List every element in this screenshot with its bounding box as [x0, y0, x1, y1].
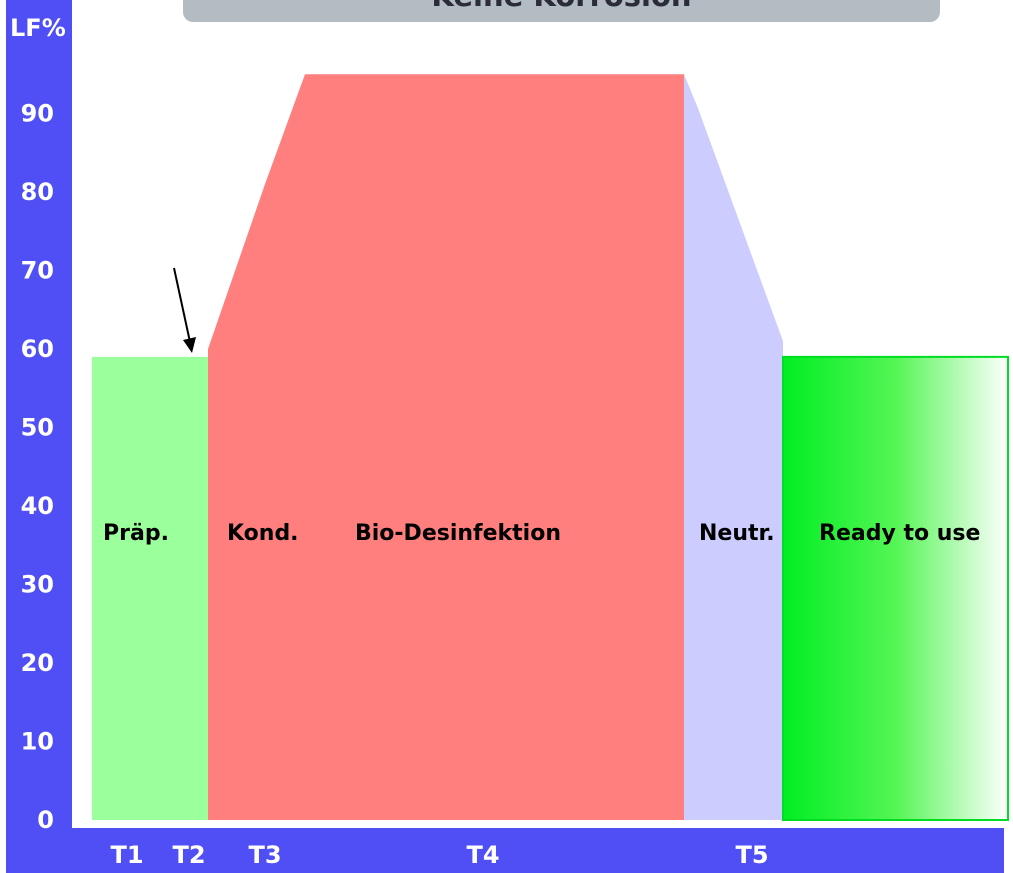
x-tick-t3: T3	[248, 841, 281, 869]
y-tick-30: 30	[21, 571, 54, 599]
phase-area-neutr	[684, 74, 783, 820]
y-axis-unit-label: LF%	[10, 14, 66, 42]
y-tick-50: 50	[21, 414, 54, 442]
x-tick-t5: T5	[735, 841, 768, 869]
phase-label-bio-desinfektion: Bio-Desinfektion	[355, 521, 561, 546]
x-tick-t2: T2	[172, 841, 205, 869]
phase-label-neutr: Neutr.	[699, 521, 775, 546]
phase-label-pr-p: Präp.	[103, 521, 169, 546]
y-axis-bar	[6, 0, 72, 873]
y-tick-0: 0	[37, 806, 54, 834]
x-tick-t1: T1	[110, 841, 143, 869]
chart-title-banner: Keine Korrosion	[183, 0, 940, 22]
y-tick-60: 60	[21, 335, 54, 363]
y-tick-70: 70	[21, 257, 54, 285]
y-tick-20: 20	[21, 649, 54, 677]
phase-label-kond: Kond.	[227, 521, 299, 546]
y-tick-10: 10	[21, 728, 54, 756]
phase-area-kond	[208, 74, 305, 820]
y-tick-40: 40	[21, 492, 54, 520]
phase-area-pr-p	[92, 356, 208, 820]
x-tick-t4: T4	[466, 841, 499, 869]
y-tick-90: 90	[21, 100, 54, 128]
phase-area-bio-desinfektion	[305, 74, 684, 820]
phase-area-ready-to-use	[782, 355, 1009, 821]
phase-label-ready-to-use: Ready to use	[819, 521, 980, 546]
x-axis-bar	[6, 828, 1004, 873]
y-tick-80: 80	[21, 178, 54, 206]
annotation-arrow-head	[183, 337, 196, 353]
chart-title: Keine Korrosion	[431, 0, 691, 13]
annotation-arrow-shaft	[173, 267, 191, 343]
